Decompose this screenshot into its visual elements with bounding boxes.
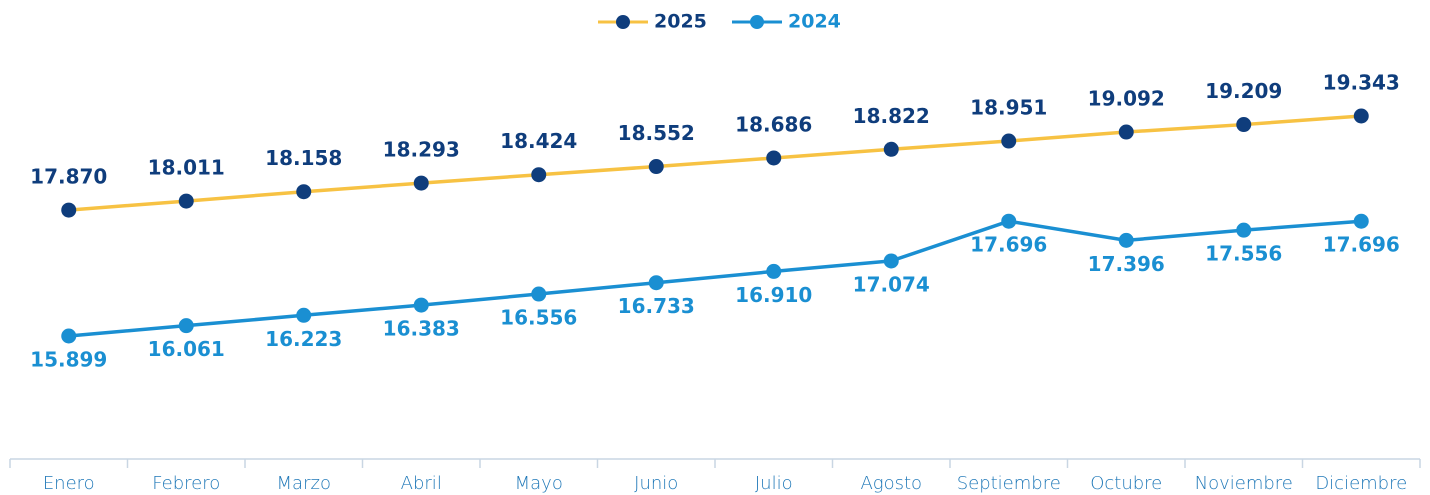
value-label: 17.696	[970, 233, 1047, 257]
marker	[1118, 232, 1134, 248]
value-label: 18.686	[735, 112, 812, 136]
value-label: 19.209	[1205, 79, 1282, 103]
marker	[178, 193, 194, 209]
value-label: 17.696	[1323, 233, 1400, 257]
legend-marker	[750, 15, 764, 29]
value-label: 19.343	[1323, 71, 1400, 95]
value-label: 16.910	[735, 283, 812, 307]
marker	[531, 286, 547, 302]
x-tick-label: Noviembre	[1195, 473, 1293, 494]
x-tick-label: Febrero	[152, 473, 220, 494]
x-tick-label: Junio	[634, 473, 678, 494]
value-label: 17.870	[30, 165, 107, 189]
marker	[296, 307, 312, 323]
value-label: 16.556	[500, 306, 577, 330]
marker	[1353, 213, 1369, 229]
marker	[1236, 222, 1252, 238]
value-label: 18.293	[383, 138, 460, 162]
marker	[1353, 108, 1369, 124]
value-label: 17.556	[1205, 242, 1282, 266]
series-line	[68, 219, 1362, 338]
value-label: 15.899	[30, 348, 107, 372]
marker	[61, 328, 77, 344]
value-label: 18.552	[618, 121, 695, 145]
x-tick-label: Octubre	[1090, 473, 1162, 494]
value-label: 16.223	[265, 327, 342, 351]
marker	[1001, 133, 1017, 149]
marker	[766, 263, 782, 279]
value-label: 18.011	[148, 156, 225, 180]
marker	[1118, 124, 1134, 140]
x-tick-label: Mayo	[515, 473, 563, 494]
value-label: 17.074	[853, 272, 930, 296]
marker	[883, 253, 899, 269]
marker	[1236, 117, 1252, 133]
value-label: 18.158	[265, 146, 342, 170]
value-label: 16.061	[148, 337, 225, 361]
x-tick-label: Diciembre	[1315, 473, 1407, 494]
marker	[413, 175, 429, 191]
marker	[1001, 213, 1017, 229]
series-line	[68, 114, 1362, 212]
value-label: 16.733	[618, 294, 695, 318]
value-label: 18.951	[970, 96, 1047, 120]
marker	[296, 184, 312, 200]
legend-marker	[616, 15, 630, 29]
marker	[883, 141, 899, 157]
marker	[61, 202, 77, 218]
marker	[413, 297, 429, 313]
x-tick-label: Abril	[401, 473, 442, 494]
legend-label: 2024	[788, 11, 841, 33]
x-tick-label: Septiembre	[957, 473, 1061, 494]
marker	[648, 159, 664, 175]
value-label: 17.396	[1088, 252, 1165, 276]
x-tick-label: Enero	[43, 473, 95, 494]
value-label: 18.424	[500, 129, 577, 153]
marker	[648, 275, 664, 291]
value-label: 18.822	[853, 104, 930, 128]
legend-label: 2025	[654, 11, 707, 33]
value-label: 16.383	[383, 317, 460, 341]
value-label: 19.092	[1088, 87, 1165, 111]
marker	[178, 318, 194, 334]
x-tick-label: Julio	[755, 473, 793, 494]
marker	[766, 150, 782, 166]
x-tick-label: Agosto	[860, 473, 922, 494]
marker	[531, 167, 547, 183]
x-tick-label: Marzo	[277, 473, 331, 494]
